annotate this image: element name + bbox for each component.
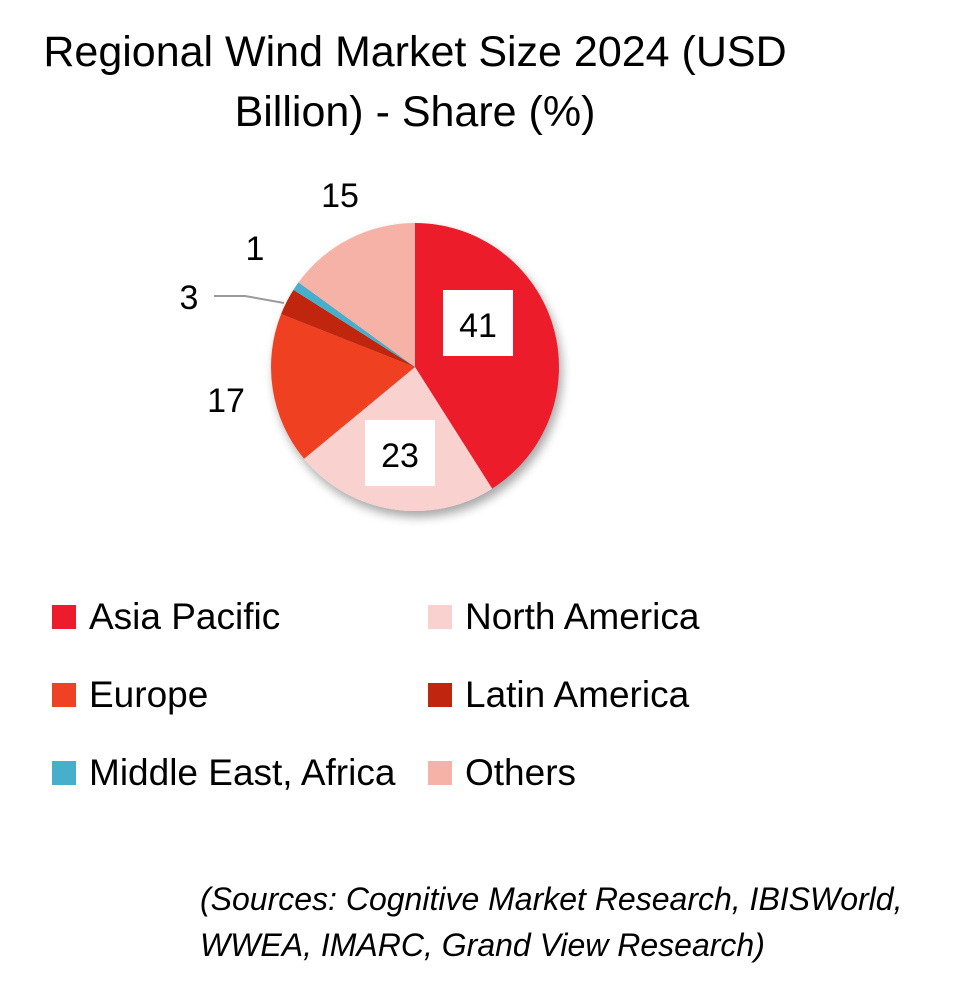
data-label: 15 (321, 177, 359, 215)
legend-label: Latin America (465, 674, 690, 715)
legend-label: Europe (89, 674, 209, 715)
legend-swatch (428, 761, 452, 785)
pie-slice-europe (270, 313, 415, 459)
pie-slice-others (298, 223, 415, 367)
data-label: 23 (381, 437, 419, 475)
chart-title: Regional Wind Market Size 2024 (USD Bill… (43, 28, 787, 136)
legend-item: North America (428, 596, 808, 638)
data-label: 41 (459, 307, 497, 345)
legend-swatch (52, 761, 76, 785)
pie-slice-latin-america (281, 289, 415, 367)
legend-label: Middle East, Africa (89, 752, 396, 793)
legend-item: Europe (52, 674, 428, 716)
data-label: 3 (180, 279, 199, 317)
chart-legend: Asia Pacific North America Europe Latin Ame… (52, 596, 812, 794)
data-label: 1 (246, 230, 265, 268)
pie-chart: 41 23 17 3 1 15 (180, 177, 559, 511)
data-label: 17 (207, 382, 245, 420)
legend-swatch (428, 683, 452, 707)
data-label-box (443, 290, 513, 356)
leader-line (214, 295, 285, 304)
pie-slice-middle-east-africa (293, 282, 415, 367)
legend-swatch (428, 605, 452, 629)
legend-item: Others (428, 752, 808, 794)
sources-note: (Sources: Cognitive Market Research, IBI… (200, 881, 903, 963)
legend-swatch (52, 605, 76, 629)
legend-item: Asia Pacific (52, 596, 428, 638)
data-label-box (365, 420, 435, 486)
legend-item: Middle East, Africa (52, 752, 428, 794)
legend-swatch (52, 683, 76, 707)
legend-item: Latin America (428, 674, 808, 716)
legend-label: Asia Pacific (89, 596, 281, 637)
legend-label: North America (465, 596, 700, 637)
legend-label: Others (465, 752, 577, 793)
